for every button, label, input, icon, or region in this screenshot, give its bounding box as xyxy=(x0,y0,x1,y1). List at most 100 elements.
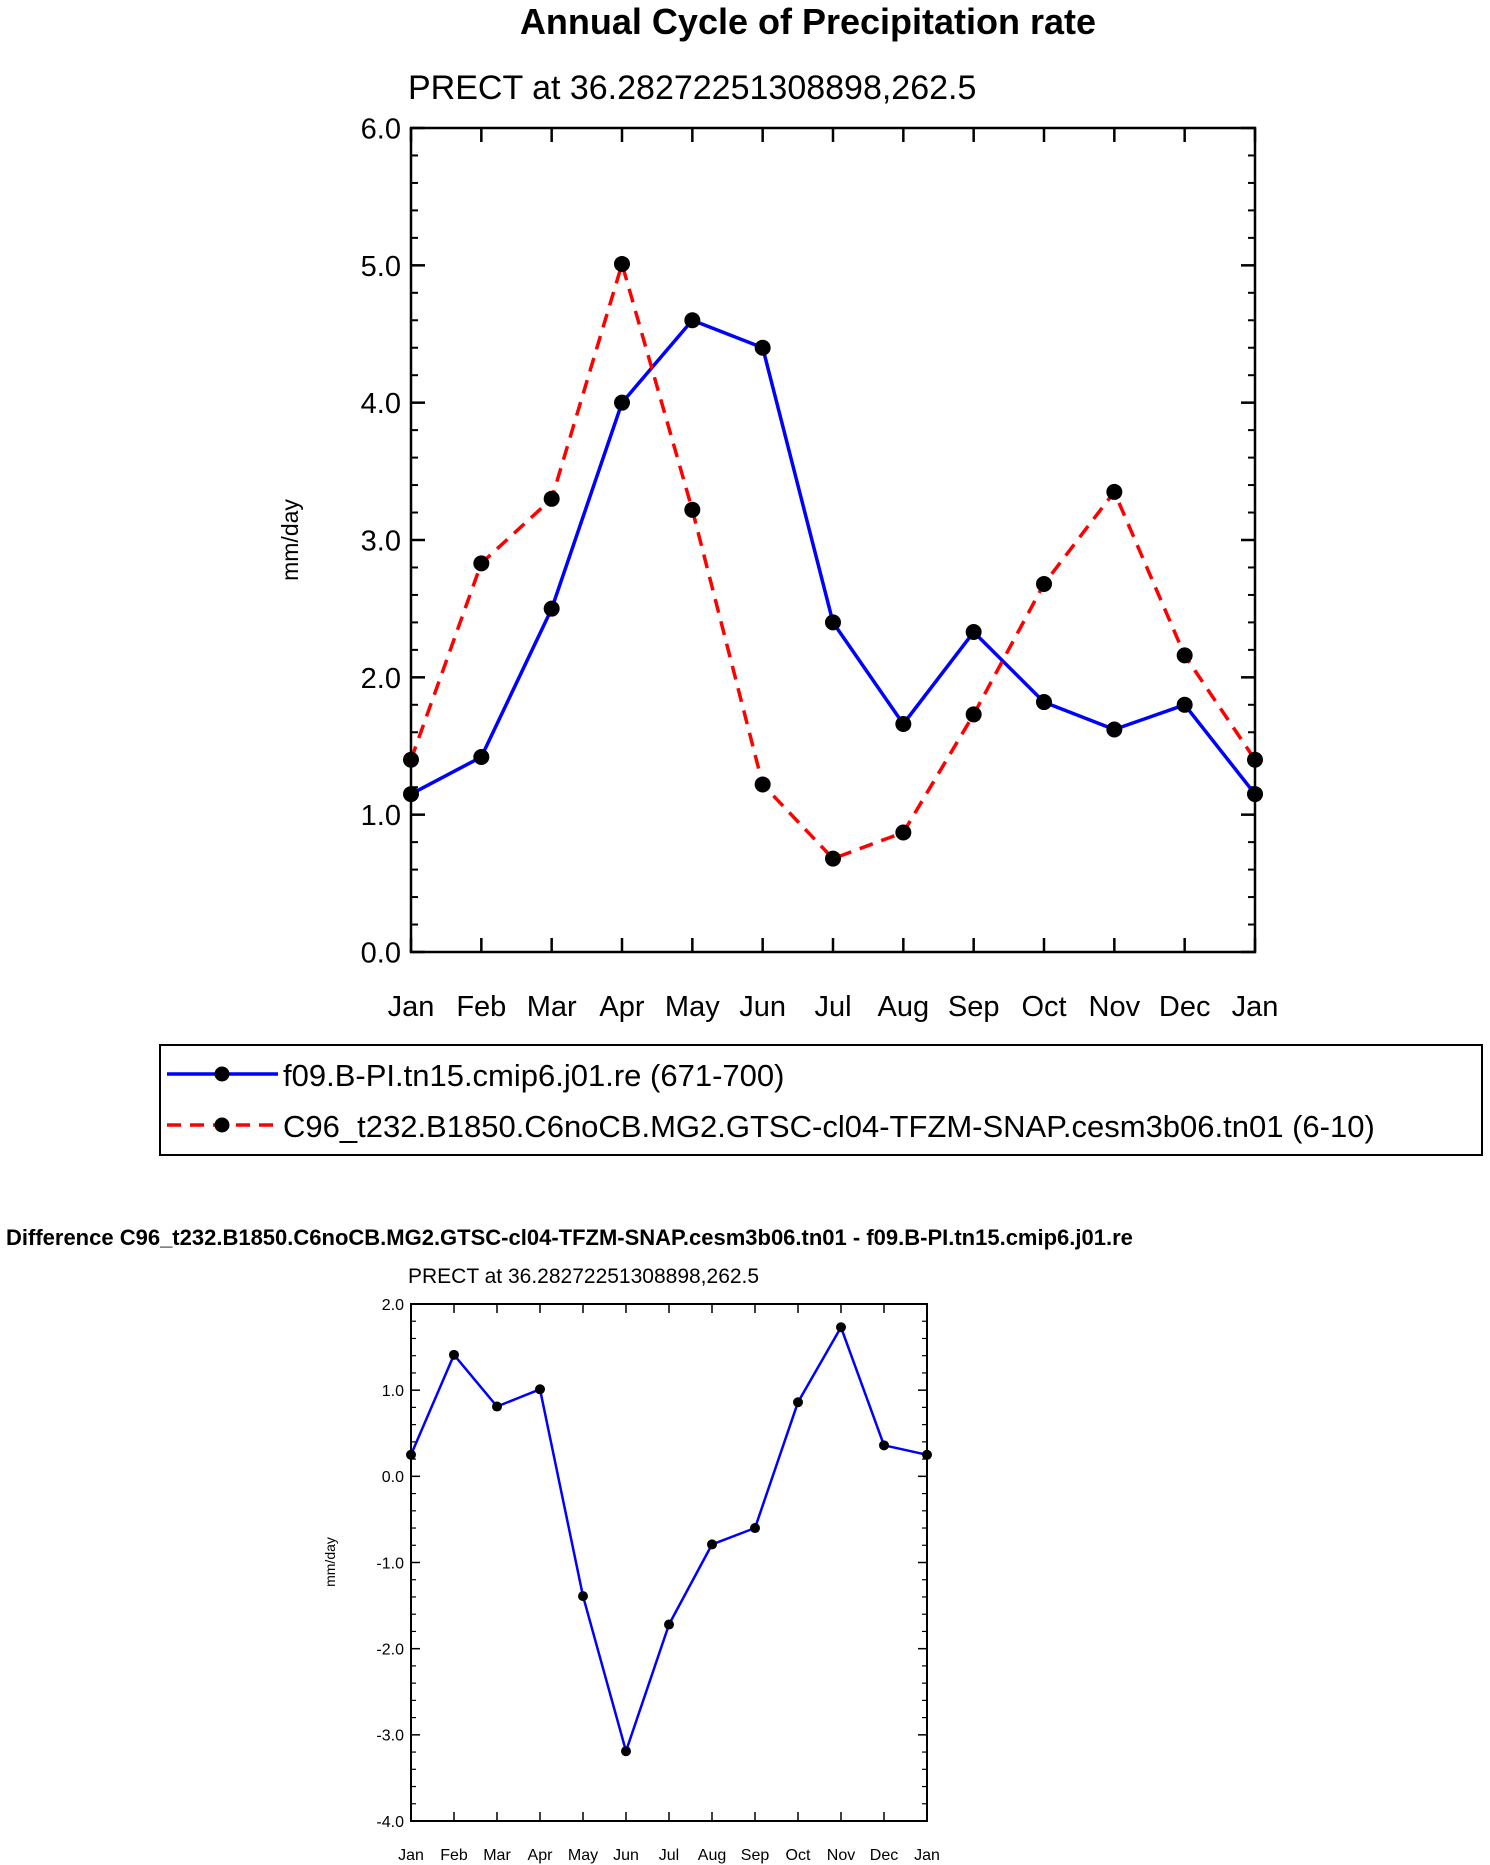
main-series-2-point xyxy=(1036,575,1052,592)
main-series-2-point xyxy=(473,555,490,572)
main-xtick-label: Dec xyxy=(1159,991,1211,1023)
main-xtick-label: Sep xyxy=(948,991,1000,1023)
main-ytick-label: 5.0 xyxy=(361,251,401,283)
main-series-2-point xyxy=(403,751,419,768)
main-series-2-point xyxy=(684,501,701,518)
main-series-1-point xyxy=(1036,694,1052,711)
diff-ytick-label: -4.0 xyxy=(376,1814,404,1831)
diff-series-1-point xyxy=(449,1349,459,1360)
diff-chart-ylabel: mm/day xyxy=(322,1537,338,1587)
diff-xtick-label: Jan xyxy=(914,1847,940,1864)
main-series-1-point xyxy=(895,716,912,733)
main-series-1-point xyxy=(825,614,841,631)
diff-xtick-label: Aug xyxy=(698,1847,726,1864)
main-chart-frame xyxy=(409,126,1257,954)
diff-xtick-label: Oct xyxy=(786,1847,811,1864)
diff-xtick-label: Mar xyxy=(483,1847,511,1864)
diff-series-1-point xyxy=(879,1440,889,1451)
main-series-2-point xyxy=(754,776,771,793)
diff-series-1-point xyxy=(707,1539,717,1550)
legend-marker-red xyxy=(214,1117,230,1133)
diff-chart-subtitle: PRECT at 36.28272251308898,262.5 xyxy=(408,1265,759,1288)
diff-series-1-point xyxy=(664,1619,674,1630)
main-chart-plot xyxy=(403,255,1263,867)
main-xtick-label: Oct xyxy=(1021,991,1066,1023)
main-ytick-label: 1.0 xyxy=(361,800,401,832)
main-xtick-label: Aug xyxy=(878,991,930,1023)
diff-series-1-point xyxy=(406,1449,416,1460)
diff-series-1-point xyxy=(578,1591,588,1602)
diff-series-1-point xyxy=(793,1397,803,1408)
main-series-2-point xyxy=(1106,483,1123,500)
diff-xtick-label: Jan xyxy=(398,1847,424,1864)
diff-chart-title: Difference C96_t232.B1850.C6noCB.MG2.GTS… xyxy=(6,1225,1133,1250)
main-series-2-point xyxy=(965,706,982,723)
main-ytick-label: 2.0 xyxy=(361,663,401,695)
main-series-1-point xyxy=(614,394,630,411)
diff-series-1-point xyxy=(836,1322,846,1333)
main-xtick-label: Jan xyxy=(1232,991,1279,1023)
main-series-1-point xyxy=(965,624,982,641)
main-ytick-label: 4.0 xyxy=(361,388,401,420)
legend-label-blue: f09.B-PI.tn15.cmip6.j01.re (671-700) xyxy=(283,1058,784,1093)
diff-series-1-point xyxy=(535,1384,545,1395)
main-series-2-point xyxy=(825,850,841,867)
main-series-line-2 xyxy=(409,262,1257,861)
diff-ytick-label: -3.0 xyxy=(376,1728,404,1745)
main-xtick-label: Mar xyxy=(527,991,577,1023)
main-chart-axes: 0.0 1.0 2.0 3.0 4.0 5.0 6.0 Jan Feb Mar Apr May Jun J… xyxy=(361,113,1279,1023)
main-series-2-point xyxy=(1176,647,1193,664)
main-series-1-point xyxy=(1247,786,1263,803)
diff-chart-frame xyxy=(410,1303,928,1822)
main-xtick-label: Feb xyxy=(456,991,506,1023)
diff-chart-plot xyxy=(406,1322,932,1757)
diff-xtick-label: Jul xyxy=(659,1847,679,1864)
diff-ytick-label: 0.0 xyxy=(382,1469,404,1486)
diff-xtick-label: Nov xyxy=(827,1847,855,1864)
main-xtick-label: Jan xyxy=(388,991,435,1023)
legend-box xyxy=(159,1044,1483,1156)
diff-series-line-1 xyxy=(409,1326,928,1753)
legend-label-red: C96_t232.B1850.C6noCB.MG2.GTSC-cl04-TFZM… xyxy=(283,1109,1375,1144)
diff-series-1-point xyxy=(750,1523,760,1534)
diff-xtick-label: May xyxy=(568,1847,598,1864)
main-series-line-1 xyxy=(410,318,1257,796)
diff-ytick-label: -1.0 xyxy=(376,1555,404,1572)
main-xtick-label: Apr xyxy=(599,991,644,1023)
main-series-1-point xyxy=(684,312,701,329)
main-series-1-point xyxy=(754,339,771,356)
diff-xtick-label: Feb xyxy=(440,1847,468,1864)
diff-ytick-label: -2.0 xyxy=(376,1641,404,1658)
main-ytick-label: 0.0 xyxy=(361,937,401,969)
main-series-2-point xyxy=(1247,751,1263,768)
main-series-1-point xyxy=(473,748,490,765)
main-chart-title: Annual Cycle of Precipitation rate xyxy=(520,1,1096,42)
diff-chart-axes: -4.0 -3.0 -2.0 -1.0 0.0 1.0 2.0 Jan Feb Mar Apr May… xyxy=(376,1297,939,1864)
main-ytick-label: 6.0 xyxy=(361,113,401,145)
main-xtick-label: May xyxy=(665,991,720,1023)
diff-xtick-label: Apr xyxy=(528,1847,554,1864)
diff-xtick-label: Dec xyxy=(870,1847,898,1864)
main-series-2-point xyxy=(895,824,912,841)
diff-xtick-label: Jun xyxy=(613,1847,639,1864)
diff-ytick-label: 1.0 xyxy=(382,1383,404,1400)
main-xtick-label: Jul xyxy=(814,991,851,1023)
main-chart-ylabel: mm/day xyxy=(277,499,303,581)
main-series-2-point xyxy=(614,255,630,272)
main-series-1-point xyxy=(1176,696,1193,713)
diff-xtick-label: Sep xyxy=(741,1847,770,1864)
main-series-1-point xyxy=(1106,721,1123,738)
main-series-1-point xyxy=(543,600,560,617)
diff-series-1-point xyxy=(922,1449,932,1460)
legend-marker-blue xyxy=(214,1066,230,1082)
main-xtick-label: Jun xyxy=(739,991,786,1023)
main-ytick-label: 3.0 xyxy=(361,525,401,557)
diff-series-1-point xyxy=(621,1746,631,1757)
main-xtick-label: Nov xyxy=(1089,991,1141,1023)
main-series-2-point xyxy=(543,490,560,507)
diff-series-1-point xyxy=(492,1401,502,1412)
main-series-1-point xyxy=(403,786,419,803)
diff-ytick-label: 2.0 xyxy=(382,1297,404,1314)
main-chart-subtitle: PRECT at 36.28272251308898,262.5 xyxy=(408,69,976,107)
